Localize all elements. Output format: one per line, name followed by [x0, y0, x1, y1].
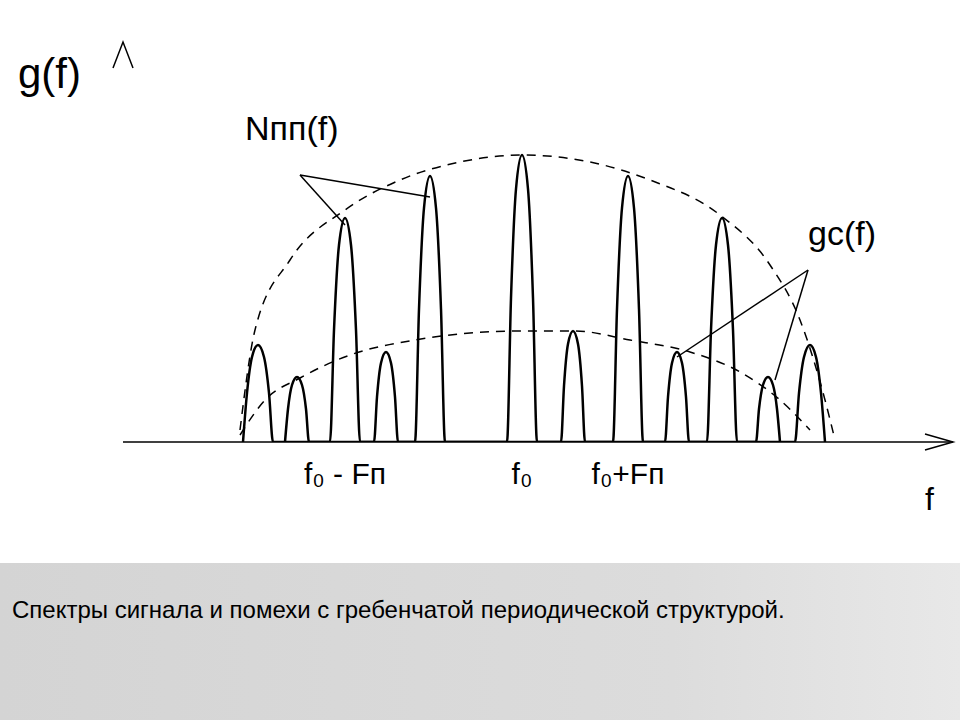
- html-text:Спектры сигнала и помехи с гре: Спектры сигнала и помехи с гребенчатой п…: [12, 596, 785, 623]
- svg-text:f₀+Fп: f₀+Fп: [592, 457, 665, 490]
- svg-text:gc(f): gc(f): [808, 214, 876, 252]
- svg-text:g(f): g(f): [18, 50, 81, 97]
- svg-text:f₀ - Fп: f₀ - Fп: [304, 457, 386, 490]
- svg-text:f₀: f₀: [512, 457, 533, 490]
- svg-text:f: f: [925, 481, 934, 517]
- svg-text:Nпп(f): Nпп(f): [245, 109, 338, 147]
